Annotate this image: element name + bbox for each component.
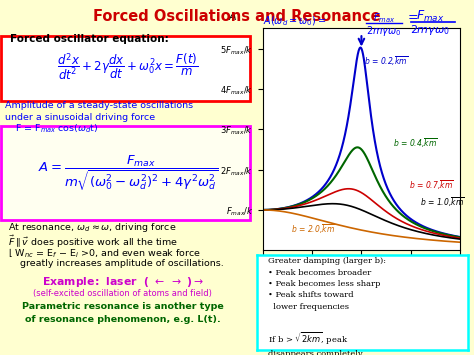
Text: $=$: $=$ xyxy=(405,9,418,22)
Text: $2m\gamma\omega_0$: $2m\gamma\omega_0$ xyxy=(366,24,401,38)
Text: $\dfrac{d^2x}{dt^2}+2\gamma\dfrac{dx}{dt}+\omega_0^2 x = \dfrac{F(t)}{m}$: $\dfrac{d^2x}{dt^2}+2\gamma\dfrac{dx}{dt… xyxy=(57,52,199,83)
X-axis label: $\omega_d/\omega$: $\omega_d/\omega$ xyxy=(348,271,374,284)
Text: (self-excited oscillation of atoms and field): (self-excited oscillation of atoms and f… xyxy=(34,289,212,297)
Text: F = F$_{max}$ cos($\omega_d$t): F = F$_{max}$ cos($\omega_d$t) xyxy=(15,122,99,135)
Text: $A$: $A$ xyxy=(228,10,237,22)
Text: b = 1.0,$\overline{km}$: b = 1.0,$\overline{km}$ xyxy=(420,195,465,209)
Text: At resonance, $\omega_d \approx \omega$, driving force: At resonance, $\omega_d \approx \omega$,… xyxy=(8,221,176,234)
Text: b = 0.2,$\overline{km}$: b = 0.2,$\overline{km}$ xyxy=(365,54,409,68)
Text: b = 0.4,$\overline{km}$: b = 0.4,$\overline{km}$ xyxy=(393,137,438,151)
Text: $A(\omega_d = \omega_0) = $: $A(\omega_d = \omega_0) = $ xyxy=(263,14,327,28)
Text: greatly increases amplitude of oscillations.: greatly increases amplitude of oscillati… xyxy=(20,259,224,268)
Text: b = 0.7,$\overline{km}$: b = 0.7,$\overline{km}$ xyxy=(409,178,453,192)
Text: b = 2.0,$\overline{km}$: b = 2.0,$\overline{km}$ xyxy=(291,223,335,236)
Text: Example:  laser  ( $\leftarrow$ $\rightarrow$ )$\rightarrow$: Example: laser ( $\leftarrow$ $\rightarr… xyxy=(42,275,204,289)
Text: $A = \dfrac{F_{max}}{m\sqrt{(\omega_0^2 - \omega_d^2)^2 + 4\gamma^2\omega_d^2}}$: $A = \dfrac{F_{max}}{m\sqrt{(\omega_0^2 … xyxy=(37,153,219,192)
Text: If b > $\sqrt{2km}$, peak
disappears completely: If b > $\sqrt{2km}$, peak disappears com… xyxy=(268,331,363,355)
Text: Forced Oscillations and Resonance: Forced Oscillations and Resonance xyxy=(93,9,381,24)
Text: $F_{max}$: $F_{max}$ xyxy=(373,11,395,25)
Text: Forced oscillator equation:: Forced oscillator equation: xyxy=(10,34,169,44)
Text: Greater damping (larger b):
• Peak becomes broader
• Peak becomes less sharp
• P: Greater damping (larger b): • Peak becom… xyxy=(268,257,386,311)
Text: Parametric resonance is another type
of resonance phenomenon, e.g. L(t).: Parametric resonance is another type of … xyxy=(22,302,224,324)
FancyBboxPatch shape xyxy=(1,36,249,101)
Text: $F_{max}$: $F_{max}$ xyxy=(416,9,445,24)
Text: Amplitude of a steady-state oscillations
under a sinusoidal driving force: Amplitude of a steady-state oscillations… xyxy=(5,101,193,122)
Text: $2m\gamma\omega_0$: $2m\gamma\omega_0$ xyxy=(410,23,450,37)
Text: $\lfloor$ W$_{nc}$ = E$_f$ $-$ E$_i$ >0, and even weak force: $\lfloor$ W$_{nc}$ = E$_f$ $-$ E$_i$ >0,… xyxy=(8,246,201,260)
Text: $\vec{F} \parallel \vec{v}$ does positive work all the time: $\vec{F} \parallel \vec{v}$ does positiv… xyxy=(8,234,178,250)
FancyBboxPatch shape xyxy=(1,126,249,220)
